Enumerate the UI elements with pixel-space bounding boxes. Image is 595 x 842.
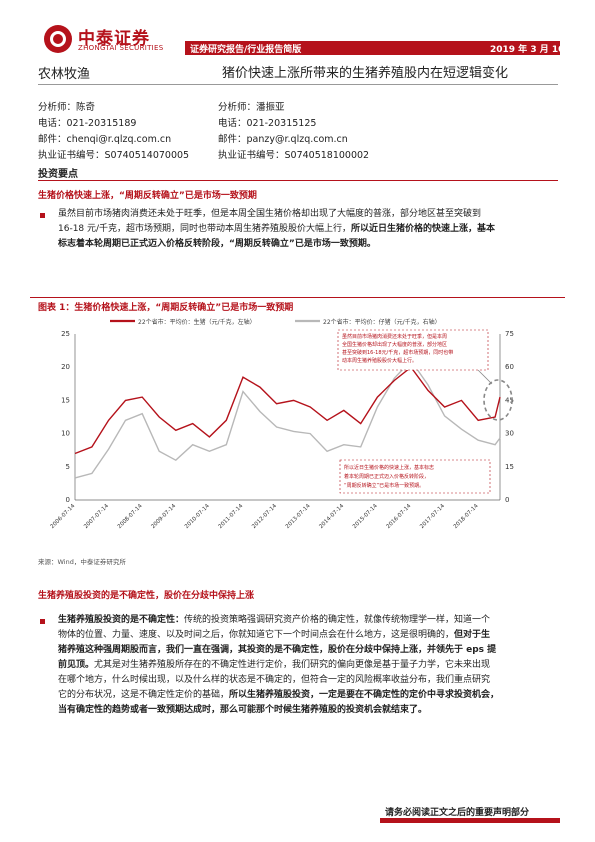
section-divider [38,180,558,181]
report-title: 猪价快速上涨所带来的生猪养殖股内在短逻辑变化 [222,66,509,81]
section2-line2: 物体的位置、力量、速度、以及时间之后，你就知道它下一个时间点会在什么地方，这是很… [58,630,491,640]
figure-title: 图表 1：生猪价格快速上涨，“周期反转确立”已是市场一致预期 [38,303,294,313]
section1-line1: 虽然目前市场猪肉消费还未处于旺季，但是本周全国生猪价格却出现了大幅度的普涨，部分… [58,209,482,219]
bullet-icon [40,213,45,218]
figure-source: 来源：Wind，中泰证券研究所 [38,558,126,566]
analyst-2-name: 分析师：潘振亚 [218,102,285,113]
report-category: 证券研究报告/行业报告简版 [190,45,302,55]
right-tick-label: 45 [505,396,514,404]
left-tick-label: 20 [61,363,70,371]
analyst-2-cert: 执业证书编号：S0740518100002 [218,150,370,161]
annotation-1-line4: 动本周生猪养殖股股价大幅上行。 [342,357,417,364]
x-tick-label: 2009-07-14 [150,503,177,530]
analyst-2-email[interactable]: 邮件：panzy@r.qlzq.com.cn [218,134,348,145]
section2-line3: 猪养殖这种强周期股而言，我们一直在强调，其投资的是不确定性，股价在分歧中保持上涨… [58,645,497,655]
section1-line2: 16-18 元/千克，超市场预期，同时也带动本周生猪养殖股股价大幅上行，所以近日… [58,224,496,234]
annotation-1-line1: 虽然目前市场猪肉消费还未处于旺季，但是本周 [342,333,447,340]
header-band [185,41,560,55]
hog-price-chart: 22个省市：平均价：生猪（元/千克，左轴） 22个省市：平均价：仔猪（元/千克，… [50,318,514,530]
analyst-1-cert: 执业证书编号：S0740514070005 [38,150,190,161]
annotation-2-line2: 着本轮周期已正式迈入价格反转阶段， [344,473,429,480]
annotation-1-line3: 甚至突破到16-18元/千克，超市场预期，同时也带 [342,349,453,356]
x-tick-label: 2014-07-14 [318,503,345,530]
x-tick-label: 2017-07-14 [419,503,446,530]
annotation-2-line3: “周期反转确立”已是市场一致预期。 [344,482,424,489]
left-tick-label: 25 [61,330,70,338]
x-tick-label: 2015-07-14 [352,503,379,530]
x-tick-label: 2012-07-14 [251,503,278,530]
x-tick-label: 2013-07-14 [285,503,312,530]
x-tick-label: 2006-07-14 [50,503,77,530]
left-tick-label: 15 [61,396,70,404]
x-tick-label: 2008-07-14 [117,503,144,530]
right-tick-label: 0 [505,496,509,504]
legend-hog-label: 22个省市：平均价：生猪（元/千克，左轴） [138,318,256,326]
figure-frame [30,297,565,567]
x-tick-label: 2016-07-14 [386,503,413,530]
highlight-circle [483,379,513,421]
section2-line7: 当有确定性的趋势或者一致预期达成时，那么可能那个时候生猪养殖股的投资机会就结束了… [58,705,428,715]
section2-line1: 生猪养殖股投资的是不确定性：传统的投资策略强调研究资产价格的确定性，就像传统物理… [58,615,491,625]
left-tick-label: 0 [66,496,70,504]
annotation-box-1 [337,329,489,371]
x-tick-label: 2007-07-14 [83,503,110,530]
analyst-1-name: 分析师：陈奇 [38,102,96,113]
bullet-icon [40,619,45,624]
sector-label: 农林牧渔 [38,67,91,82]
section2-line5: 在哪个地方，什么时候出现，以及什么样的状态是不确定的，但符合一定的风险概率收益分… [58,675,491,685]
x-tick-label: 2018-07-14 [453,503,480,530]
chart-legend: 22个省市：平均价：生猪（元/千克，左轴） 22个省市：平均价：仔猪（元/千克，… [110,318,441,326]
section2-heading: 生猪养殖股投资的是不确定性，股价在分歧中保持上涨 [38,591,255,601]
right-tick-label: 75 [505,330,514,338]
section1-line3: 标志着本轮周期已正式迈入价格反转阶段，“周期反转确立”已是市场一致预期。 [58,239,376,249]
x-tick-label: 2011-07-14 [218,503,245,530]
annotation-2-line1: 所以近日生猪价格的快速上涨，基本标志 [344,464,434,471]
footer-disclaimer: 请务必阅读正文之后的重要声明部分 [385,808,530,818]
analyst-1-email[interactable]: 邮件：chenqi@r.qlzq.com.cn [38,134,172,145]
series-piglet-line [74,359,501,479]
series-hog-line [74,366,501,455]
logo-cn: 中泰证券 [78,29,150,49]
right-tick-label: 15 [505,463,514,471]
legend-piglet-label: 22个省市：平均价：仔猪（元/千克，右轴） [323,318,441,326]
analyst-1-phone: 电话：021-20315189 [38,118,137,129]
section-title: 投资要点 [38,169,78,180]
logo-en: ZHONGTAI SECURITIES [78,44,164,52]
analyst-2-phone: 电话：021-20315125 [218,118,317,129]
right-tick-label: 30 [505,430,514,438]
annotation-box-2 [339,459,491,494]
report-date: 2019 年 3 月 10 日 [490,45,577,55]
right-tick-label: 60 [505,363,514,371]
footer-bar [380,818,560,823]
logo-mark-inner [50,31,66,47]
left-tick-label: 10 [61,430,70,438]
left-tick-label: 5 [66,463,70,471]
section1-heading: 生猪价格快速上涨，“周期反转确立”已是市场一致预期 [38,191,257,201]
section2-line4: 前见顶。尤其是对生猪养殖股所存在的不确定性进行定价，我们研究的偏向更像是基于量子… [58,660,491,670]
x-tick-label: 2010-07-14 [184,503,211,530]
annotation-1-line2: 全国生猪价格却出现了大幅度的普涨，部分地区 [342,341,447,348]
section2-line6: 它的分布状况，这是不确定性定价的基础，所以生猪养殖股投资，一定是要在不确定性的定… [58,690,500,700]
divider [38,84,558,85]
